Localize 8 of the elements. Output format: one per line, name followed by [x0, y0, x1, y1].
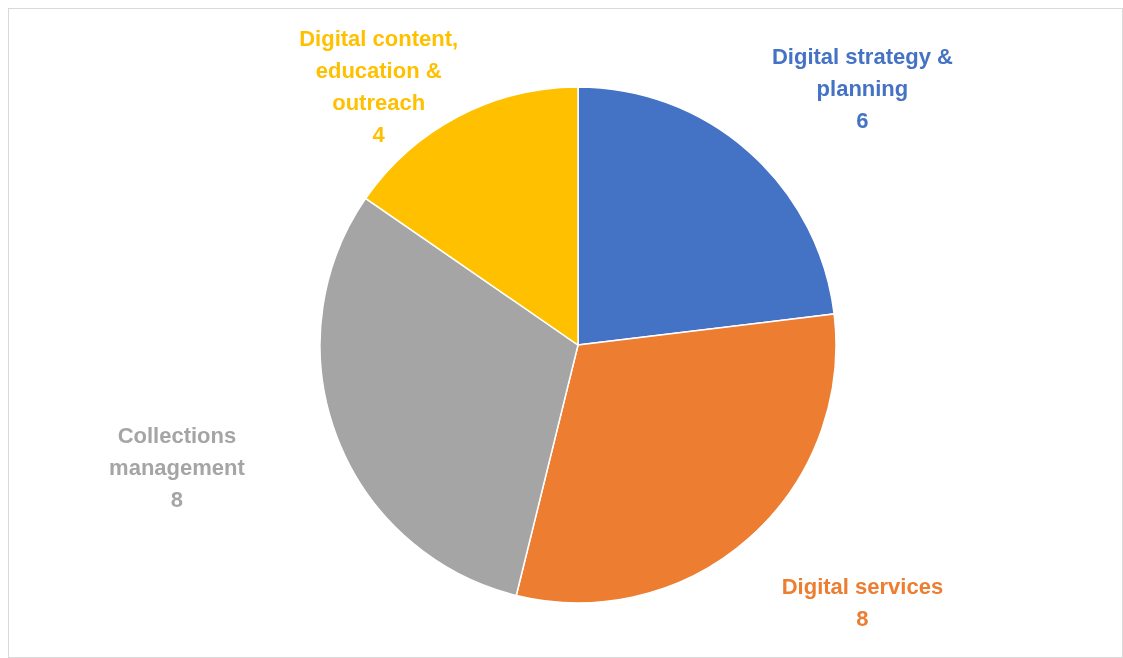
data-label: 8	[170, 486, 184, 512]
data-label: 4	[372, 121, 386, 147]
data-label: 6	[856, 107, 869, 133]
slice-label: Collections management	[109, 422, 246, 480]
slice-label: Digital strategy & planning	[771, 43, 953, 101]
data-label: 8	[856, 605, 869, 631]
slice-label: Digital services	[781, 573, 944, 599]
slice-label: Digital content, education & outreach	[299, 25, 459, 115]
